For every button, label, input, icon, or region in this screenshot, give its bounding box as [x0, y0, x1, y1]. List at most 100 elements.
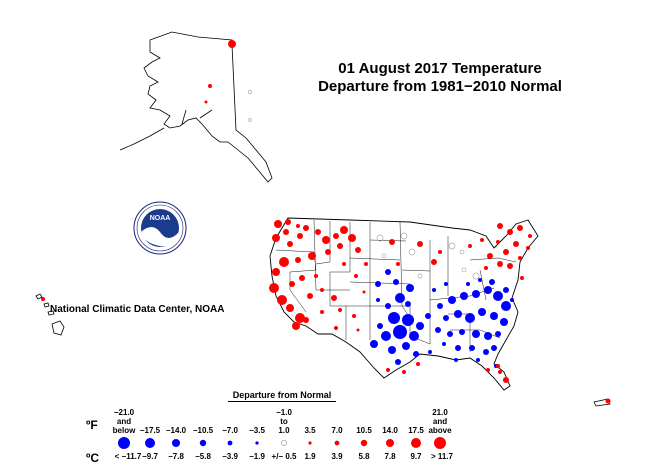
station-marker: [605, 398, 611, 404]
station-marker: [409, 331, 419, 341]
alaska-outline: [119, 31, 273, 183]
station-marker: [296, 224, 300, 228]
legend-marker: [334, 440, 340, 446]
station-marker: [364, 262, 368, 266]
station-marker: [503, 377, 509, 383]
station-marker: [416, 362, 420, 366]
legend-f-label: −14.0: [165, 426, 187, 435]
station-marker: [377, 323, 383, 329]
legend-c-label: −9.7: [142, 452, 158, 461]
station-marker: [320, 310, 324, 314]
station-marker: [315, 229, 321, 235]
station-marker: [393, 325, 407, 339]
legend-c-label: 1.9: [304, 452, 316, 461]
station-marker: [303, 225, 309, 231]
station-marker: [472, 330, 480, 338]
station-marker: [299, 275, 305, 281]
legend-marker: [118, 437, 130, 449]
station-marker: [454, 358, 458, 362]
station-marker: [376, 298, 380, 302]
station-marker: [325, 249, 331, 255]
station-marker: [501, 301, 511, 311]
station-marker: [274, 220, 282, 228]
legend-c-label: −7.8: [168, 452, 184, 461]
station-marker: [376, 234, 384, 242]
station-marker: [518, 256, 522, 260]
legend-f-label: 14.0: [382, 426, 398, 435]
station-marker: [405, 301, 411, 307]
station-marker: [425, 313, 431, 319]
station-marker: [497, 261, 503, 267]
station-marker: [493, 291, 503, 301]
station-marker: [520, 276, 524, 280]
legend-f-label: 3.5: [304, 426, 316, 435]
station-marker: [437, 303, 443, 309]
legend-f-label: −10.5: [192, 426, 214, 435]
station-marker: [510, 298, 514, 302]
legend-marker: [255, 441, 259, 445]
station-marker: [478, 308, 486, 316]
station-marker: [417, 241, 423, 247]
station-marker: [507, 263, 513, 269]
station-marker: [461, 267, 467, 273]
station-marker: [487, 253, 493, 259]
legend-c-label: 3.9: [331, 452, 343, 461]
legend-f-label: −17.5: [139, 426, 161, 435]
legend-c-label: 5.8: [358, 452, 370, 461]
station-marker: [459, 249, 465, 255]
station-marker: [388, 312, 400, 324]
credit-text: National Climatic Data Center, NOAA: [50, 304, 225, 315]
station-marker: [395, 359, 401, 365]
station-marker: [314, 274, 318, 278]
station-marker: [381, 331, 391, 341]
station-marker: [337, 243, 343, 249]
station-marker: [228, 40, 236, 48]
logo-wordmark: NOAA: [150, 215, 171, 222]
station-marker: [389, 239, 395, 245]
station-marker: [413, 351, 419, 357]
station-marker: [486, 368, 490, 372]
station-marker: [396, 262, 400, 266]
legend-c-label: > 11.7: [430, 452, 454, 461]
station-marker: [495, 331, 501, 337]
legend-marker: [172, 439, 180, 447]
station-marker: [385, 303, 391, 309]
station-marker: [362, 290, 366, 294]
station-marker: [498, 370, 502, 374]
station-marker: [480, 238, 484, 242]
station-marker: [386, 368, 390, 372]
station-marker: [295, 313, 305, 323]
station-marker: [287, 241, 293, 247]
station-marker: [491, 345, 497, 351]
station-marker: [484, 332, 492, 340]
station-marker: [484, 286, 492, 294]
station-marker: [331, 295, 337, 301]
station-marker: [388, 346, 396, 354]
legend-c-label: 7.8: [384, 452, 396, 461]
station-marker: [400, 232, 408, 240]
station-marker: [472, 290, 480, 298]
legend-marker: [199, 439, 207, 447]
fahrenheit-unit: ºF: [86, 418, 98, 432]
hawaii-outline: [35, 293, 65, 336]
station-marker: [447, 331, 453, 337]
station-marker: [283, 229, 289, 235]
station-marker: [348, 234, 356, 242]
legend-marker: [434, 437, 446, 449]
legend-c-label: < −11.7: [114, 452, 142, 461]
legend-f-label: 17.5: [408, 426, 424, 435]
station-marker: [468, 244, 472, 248]
legend-c-label: 9.7: [410, 452, 422, 461]
station-marker: [442, 342, 446, 346]
title-line-2: Departure from 1981−2010 Normal: [318, 78, 562, 95]
station-marker: [472, 272, 480, 280]
station-marker: [352, 314, 356, 318]
legend-f-label: −1.0 to 1.0: [276, 408, 292, 435]
station-marker: [469, 345, 475, 351]
station-marker: [381, 253, 387, 259]
station-marker: [444, 282, 448, 286]
station-marker: [320, 288, 324, 292]
station-marker: [208, 84, 212, 88]
station-marker: [340, 226, 348, 234]
